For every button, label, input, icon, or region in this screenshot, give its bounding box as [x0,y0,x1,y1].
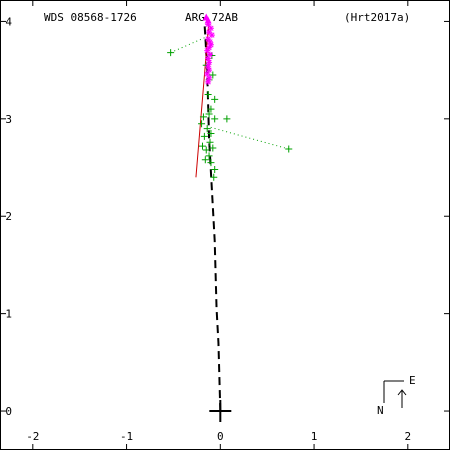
star-point [206,29,213,36]
y-tick-label: 0 [5,405,12,418]
compass-north-label: N [377,404,384,417]
star-point [206,67,213,74]
star-point [206,74,213,81]
x-tick-label: 0 [217,430,224,443]
y-tick-label: 1 [5,308,12,321]
x-tick-label: 2 [405,430,412,443]
plus-point [205,110,213,118]
plus-point [206,138,214,146]
plus-point [211,95,219,103]
star-point [206,59,213,66]
arrow-up-icon [397,389,407,408]
primary-star-marker [209,400,232,423]
star-point [205,63,212,70]
plus-point [211,165,219,173]
plus-point [201,156,209,164]
plus-point [210,173,218,181]
header-right: (Hrt2017a) [344,11,410,24]
plus-point [204,90,212,98]
plus-point [199,113,207,121]
plus-point [205,152,213,160]
compass-east-label: E [409,374,416,387]
plus-point [203,125,211,133]
star-point [207,51,213,58]
star-point [207,25,214,32]
plus-point [211,115,219,123]
star-point [204,71,211,78]
residual-line [170,36,207,54]
plus-point [202,146,210,154]
primary-star-cross [209,400,232,423]
plus-point [285,145,293,153]
header-center: ARG 72AB [185,11,238,24]
x-tick-label: -2 [26,430,39,443]
residual-lines [170,36,289,150]
star-point [207,38,213,45]
x-tick-label: 1 [311,430,318,443]
star-point [205,78,212,85]
header-left: WDS 08568-1726 [44,11,137,24]
y-tick-label: 2 [5,210,12,223]
star-point [204,47,211,54]
plus-point [207,129,215,137]
star-point [205,35,212,42]
star-point [205,55,212,62]
plus-point [209,144,217,152]
star-point [206,44,213,51]
plus-point [207,105,215,113]
observation-points [167,13,293,181]
plus-point [207,159,215,167]
star-point [207,41,214,48]
plus-point [167,49,175,57]
plus-point [200,132,208,140]
plus-point [209,71,217,79]
plus-point [198,120,206,128]
compass: E N [377,374,416,417]
plus-point [223,115,231,123]
y-tick-label: 4 [5,15,12,28]
x-tick-label: -1 [120,430,133,443]
plus-point [199,142,206,150]
star-point [208,32,215,39]
triangle-point [204,16,212,24]
star-point [205,21,212,28]
y-tick-label: 3 [5,113,12,126]
